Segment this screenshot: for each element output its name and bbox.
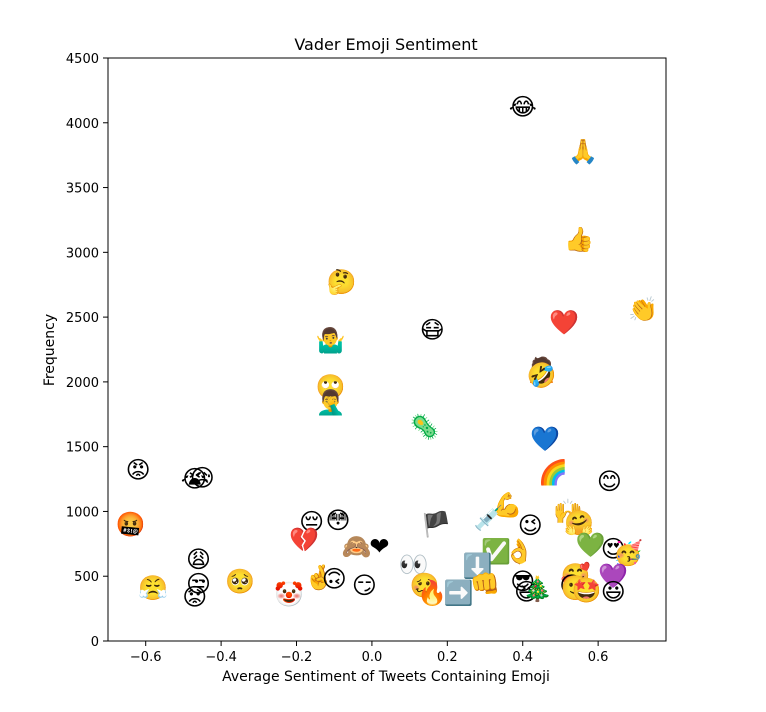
data-point-emoji: 😏 (352, 571, 377, 599)
y-tick-label: 2500 (66, 311, 99, 326)
data-point-emoji: ⬇️ (463, 552, 493, 580)
x-tick-label: 0.2 (437, 650, 458, 665)
data-point-emoji: 🦠 (410, 413, 440, 441)
data-point-emoji: 🙄 (316, 373, 346, 401)
data-point-emoji: 👀 (398, 551, 428, 579)
data-point-emoji: 🤦 (527, 355, 557, 384)
y-axis-title: Frequency (42, 314, 58, 386)
x-tick-label: 0.6 (588, 650, 609, 665)
data-point-emoji: 🏴 (421, 509, 451, 538)
x-tick-label: −0.2 (281, 650, 313, 665)
y-tick-label: 4500 (66, 52, 99, 67)
data-point-emoji: 🤗 (564, 509, 594, 537)
data-point-emoji: 👊 (470, 570, 500, 598)
data-point-emoji: 😳 (325, 507, 350, 535)
data-point-emoji: 🙈 (342, 532, 372, 560)
y-tick-label: 0 (91, 635, 99, 650)
y-tick-label: 3000 (66, 246, 99, 261)
data-point-emoji: 😍 (601, 535, 626, 563)
data-point-emoji: 🎄 (523, 575, 553, 603)
x-tick-label: 0.0 (362, 650, 383, 665)
y-axis: 0 500 1000 1500 2000 2500 3000 3500 4000 4500 (66, 52, 108, 650)
data-point-emoji: 😤 (138, 574, 168, 602)
x-axis: −0.6 −0.4 −0.2 0.0 0.2 0.4 0.6 (130, 641, 609, 665)
data-point-emoji: 🤞 (304, 564, 334, 592)
data-point-emoji: 🙃 (322, 565, 347, 593)
y-tick-label: 500 (74, 570, 99, 585)
data-point-emoji: 🥳 (613, 538, 643, 567)
data-point-emoji: ❤️ (549, 308, 579, 336)
data-point-emoji: 😉 (518, 512, 543, 540)
data-point-emoji: ❤ (369, 532, 389, 560)
x-tick-label: −0.4 (205, 650, 237, 665)
data-point-emoji: 🤬 (116, 510, 146, 538)
data-point-emoji: 🤦‍♂️ (316, 389, 346, 417)
data-point-emoji: 😎 (510, 567, 535, 595)
data-point-emoji: 🤣 (526, 361, 557, 390)
data-point-emoji: 😃 (601, 578, 626, 606)
data-point-emoji: 💪 (493, 491, 523, 519)
x-tick-label: 0.4 (512, 650, 533, 665)
data-point-emoji: 💙 (530, 425, 560, 453)
data-point-emoji: 👏 (628, 295, 658, 323)
data-point-emoji: 🤔 (327, 268, 357, 296)
data-point-emoji: 😆 (514, 578, 539, 606)
data-point-emoji: 💔 (289, 526, 319, 554)
data-point-emoji: 🥰 (561, 561, 591, 590)
data-point-emoji: 😄 (559, 571, 584, 599)
data-point-emoji: 😒 (186, 570, 211, 598)
data-point-emoji: 🤩 (572, 576, 602, 604)
data-point-emoji: 🔥 (417, 579, 447, 607)
data-point-emoji: 😔 (299, 508, 324, 536)
data-point-emoji: 🙏 (568, 137, 598, 165)
data-point-emoji: 😟 (182, 583, 207, 611)
data-point-emoji: 🥺 (225, 567, 255, 595)
data-point-emoji: 😂 (509, 93, 537, 121)
data-points: 😂 🙏 👍 🤔 👏 ❤️ 😷 🤷‍♂️ 🤦🤣 🙄🤦‍♂️ 🦠 💙 😡 🌈 😥😭 😊 💪 🙌 🤬 😔 😳 🏴 💉 😉 🤗 💔 🙈❤ 💚😍… (116, 93, 659, 611)
data-point-emoji: 🤡 (274, 580, 304, 608)
data-point-emoji: 🙌 (553, 497, 583, 525)
y-tick-label: 1000 (66, 505, 99, 520)
data-point-emoji: 😡 (126, 456, 151, 484)
data-point-emoji: 😥 (190, 464, 215, 492)
data-point-emoji: 💜 (598, 562, 628, 590)
y-tick-label: 2000 (66, 376, 99, 391)
data-point-emoji: ✅ (481, 538, 511, 566)
x-axis-title: Average Sentiment of Tweets Containing E… (222, 669, 550, 685)
data-point-emoji: 🤷‍♂️ (316, 325, 346, 354)
data-point-emoji: 🌈 (538, 458, 568, 487)
data-point-emoji: 😩 (186, 545, 211, 573)
data-point-emoji: 👌 (504, 538, 534, 566)
data-point-emoji: 😷 (420, 316, 445, 344)
y-tick-label: 3500 (66, 182, 99, 197)
plot-frame (107, 57, 667, 642)
data-point-emoji: ➡️ (444, 579, 474, 607)
data-point-emoji: 🙂 (561, 574, 591, 602)
data-point-emoji: 😭 (181, 465, 209, 493)
data-point-emoji: 😊 (597, 468, 622, 496)
data-point-emoji: 💉 (474, 504, 504, 532)
data-point-emoji: 👍 (564, 225, 594, 253)
y-tick-label: 1500 (66, 441, 99, 456)
chart-title: Vader Emoji Sentiment (294, 35, 477, 54)
data-point-emoji: 🥴 (410, 571, 440, 599)
data-point-emoji: 💚 (576, 531, 606, 559)
y-tick-label: 4000 (66, 117, 99, 132)
x-tick-label: −0.6 (130, 650, 162, 665)
